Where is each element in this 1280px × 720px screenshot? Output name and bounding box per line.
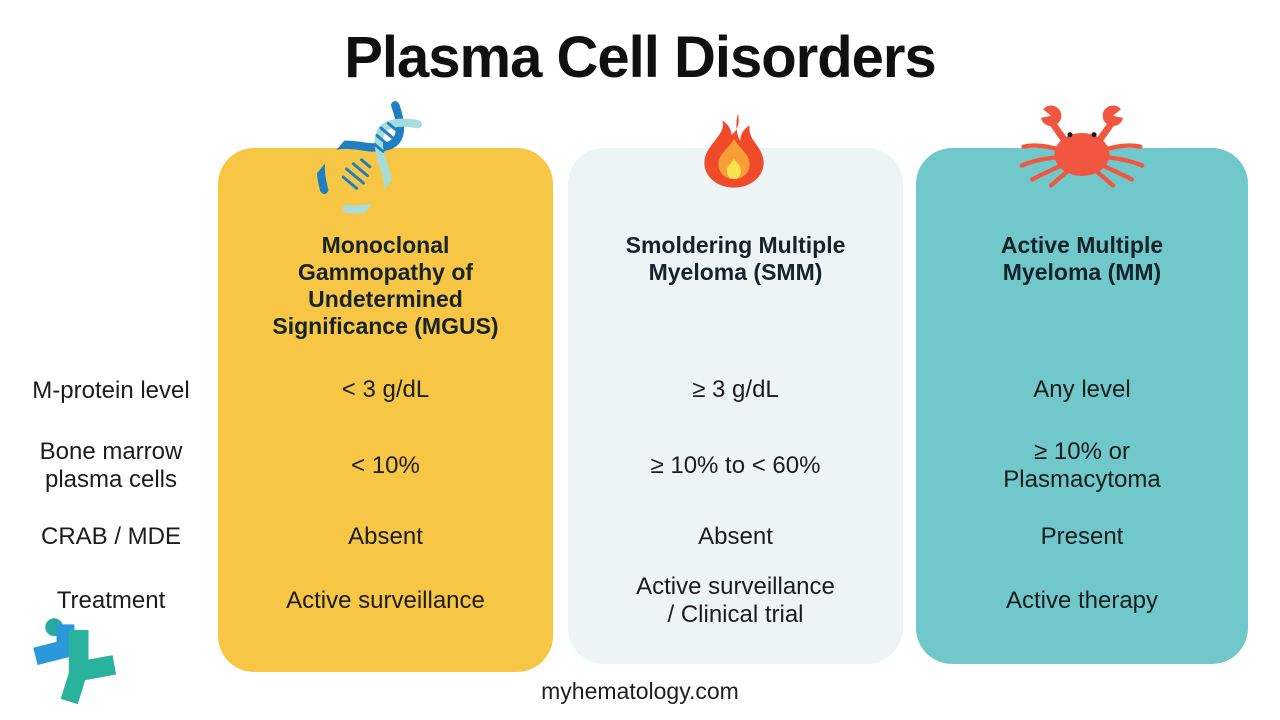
row-label-crab-mde: CRAB / MDE (40, 523, 181, 551)
medical-cross-logo (26, 614, 120, 710)
smm-treatment-value: Active surveillance / Clinical trial (636, 573, 835, 628)
mm-treatment-value: Active therapy (1005, 587, 1159, 615)
mgus-treatment-value: Active surveillance (286, 587, 485, 615)
page-title: Plasma Cell Disorders (344, 25, 937, 90)
row-label-bone-marrow: Bone marrow plasma cells (39, 438, 183, 493)
mm-m-protein-value: Any level (1033, 376, 1131, 404)
row-label-m-protein: M-protein level (32, 377, 190, 405)
smm-crab-mde-value: Absent (698, 523, 773, 551)
mm-crab-mde-value: Present (1040, 523, 1124, 551)
card-mgus: Monoclonal Gammopathy of Undetermined Si… (218, 148, 553, 672)
card-title-mm: Active Multiple Myeloma (MM) (1000, 232, 1164, 286)
card-title-mgus: Monoclonal Gammopathy of Undetermined Si… (272, 232, 499, 340)
card-smm: Smoldering Multiple Myeloma (SMM) ≥ 3 g/… (568, 148, 903, 664)
fire-icon (695, 106, 773, 196)
smm-bone-marrow-value: ≥ 10% to < 60% (650, 452, 821, 480)
crab-icon (1012, 102, 1152, 188)
mgus-bone-marrow-value: < 10% (351, 452, 420, 480)
mm-bone-marrow-value: ≥ 10% or Plasmacytoma (1003, 438, 1161, 493)
mgus-crab-mde-value: Absent (348, 523, 423, 551)
mgus-m-protein-value: < 3 g/dL (341, 376, 430, 404)
dna-icon (316, 98, 450, 214)
smm-m-protein-value: ≥ 3 g/dL (692, 376, 779, 404)
card-title-smm: Smoldering Multiple Myeloma (SMM) (625, 232, 846, 286)
website-url: myhematology.com (541, 678, 739, 704)
card-mm: Active Multiple Myeloma (MM) Any level ≥… (916, 148, 1248, 664)
row-label-treatment: Treatment (56, 587, 166, 615)
